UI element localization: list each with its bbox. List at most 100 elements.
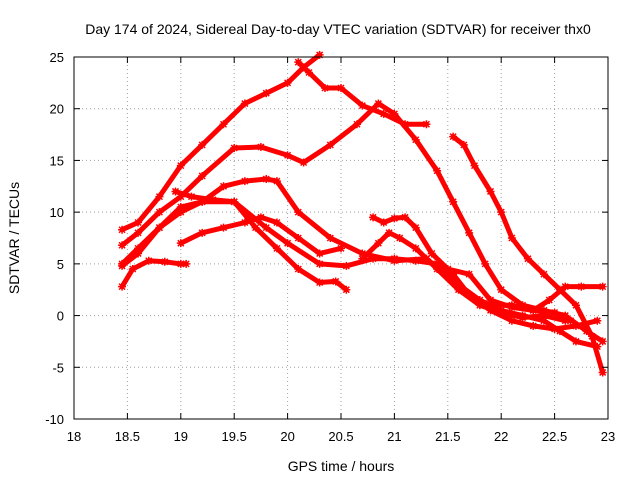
- data-point: [545, 296, 554, 305]
- data-point: [283, 151, 292, 160]
- data-point: [395, 234, 404, 242]
- series-line-s3: [119, 101, 606, 344]
- series-points-s5: [118, 197, 602, 334]
- series-points-s12: [486, 282, 607, 315]
- data-point: [353, 120, 362, 129]
- data-point: [240, 177, 249, 186]
- data-point: [315, 259, 324, 268]
- series-layer: [118, 50, 607, 377]
- data-point: [219, 182, 228, 191]
- data-point: [187, 192, 196, 201]
- data-point: [118, 225, 127, 234]
- data-point: [198, 228, 207, 237]
- data-point: [518, 301, 527, 310]
- data-point: [507, 301, 516, 310]
- data-point: [128, 265, 137, 274]
- x-tick-label: 21.5: [435, 429, 460, 444]
- data-point: [593, 316, 602, 325]
- data-point: [358, 101, 367, 110]
- data-point: [315, 249, 324, 258]
- data-point: [272, 177, 281, 186]
- data-point: [230, 144, 239, 153]
- series-line-s2: [295, 59, 429, 127]
- data-point: [230, 197, 239, 206]
- data-point: [256, 142, 265, 151]
- tick-layer: [73, 56, 609, 420]
- data-point: [550, 308, 559, 317]
- data-point: [507, 234, 516, 242]
- y-tick-label: 25: [50, 50, 64, 65]
- series-points-s11: [449, 132, 607, 377]
- data-point: [198, 171, 207, 180]
- y-tick-label: 0: [57, 309, 64, 324]
- data-point: [219, 223, 228, 232]
- data-point: [443, 265, 452, 274]
- data-point: [358, 254, 367, 263]
- series-points-s2: [294, 58, 431, 129]
- data-point: [481, 259, 490, 268]
- data-point: [369, 254, 378, 263]
- data-point: [208, 195, 217, 204]
- data-point: [134, 228, 143, 237]
- series-line-s5: [119, 199, 600, 332]
- x-tick-label: 21: [387, 429, 401, 444]
- data-point: [401, 213, 410, 222]
- data-point: [539, 316, 548, 325]
- x-tick-label: 22: [494, 429, 508, 444]
- series-points-s1: [118, 50, 324, 234]
- data-point: [385, 228, 394, 237]
- data-point: [379, 218, 388, 227]
- data-point: [219, 120, 228, 129]
- data-point: [176, 202, 185, 211]
- data-point: [523, 254, 532, 263]
- data-point: [486, 187, 495, 196]
- data-point: [262, 89, 271, 98]
- y-tick-label: 5: [57, 257, 64, 272]
- series-points-s6: [118, 256, 191, 291]
- x-axis-label: GPS time / hours: [288, 458, 395, 474]
- data-point: [320, 84, 329, 93]
- data-point: [171, 187, 180, 196]
- data-point: [176, 192, 185, 201]
- data-point: [369, 213, 378, 222]
- series-line-s12: [488, 284, 606, 313]
- data-point: [262, 175, 271, 184]
- series-line-s11: [450, 134, 606, 375]
- data-point: [374, 99, 383, 108]
- data-point: [337, 84, 345, 93]
- data-point: [454, 285, 463, 294]
- data-point: [571, 337, 580, 346]
- data-point: [299, 158, 308, 167]
- data-point: [497, 285, 506, 294]
- data-point: [465, 228, 474, 237]
- data-point: [283, 78, 292, 87]
- data-point: [390, 254, 399, 263]
- data-point: [331, 277, 340, 286]
- data-point: [486, 296, 495, 305]
- x-tick-label: 18: [67, 429, 81, 444]
- y-tick-label: -5: [52, 360, 64, 375]
- data-point: [577, 282, 586, 291]
- data-point: [433, 265, 442, 274]
- data-point: [176, 208, 185, 217]
- data-point: [262, 223, 271, 232]
- series-points-s9: [369, 213, 575, 325]
- y-tick-label: 15: [50, 153, 64, 168]
- data-point: [182, 259, 191, 268]
- data-point: [529, 321, 538, 330]
- data-point: [422, 120, 431, 129]
- data-point: [587, 332, 596, 341]
- data-point: [342, 285, 351, 294]
- data-point: [561, 282, 570, 291]
- series-line-s8: [173, 189, 349, 293]
- data-point: [411, 135, 420, 144]
- data-point: [315, 278, 324, 287]
- data-point: [118, 241, 127, 250]
- data-point: [337, 244, 345, 253]
- data-point: [555, 327, 564, 336]
- series-points-s7: [176, 213, 345, 258]
- data-point: [118, 282, 127, 291]
- data-point: [294, 234, 303, 242]
- data-point: [571, 301, 580, 310]
- series-points-s10: [358, 228, 570, 325]
